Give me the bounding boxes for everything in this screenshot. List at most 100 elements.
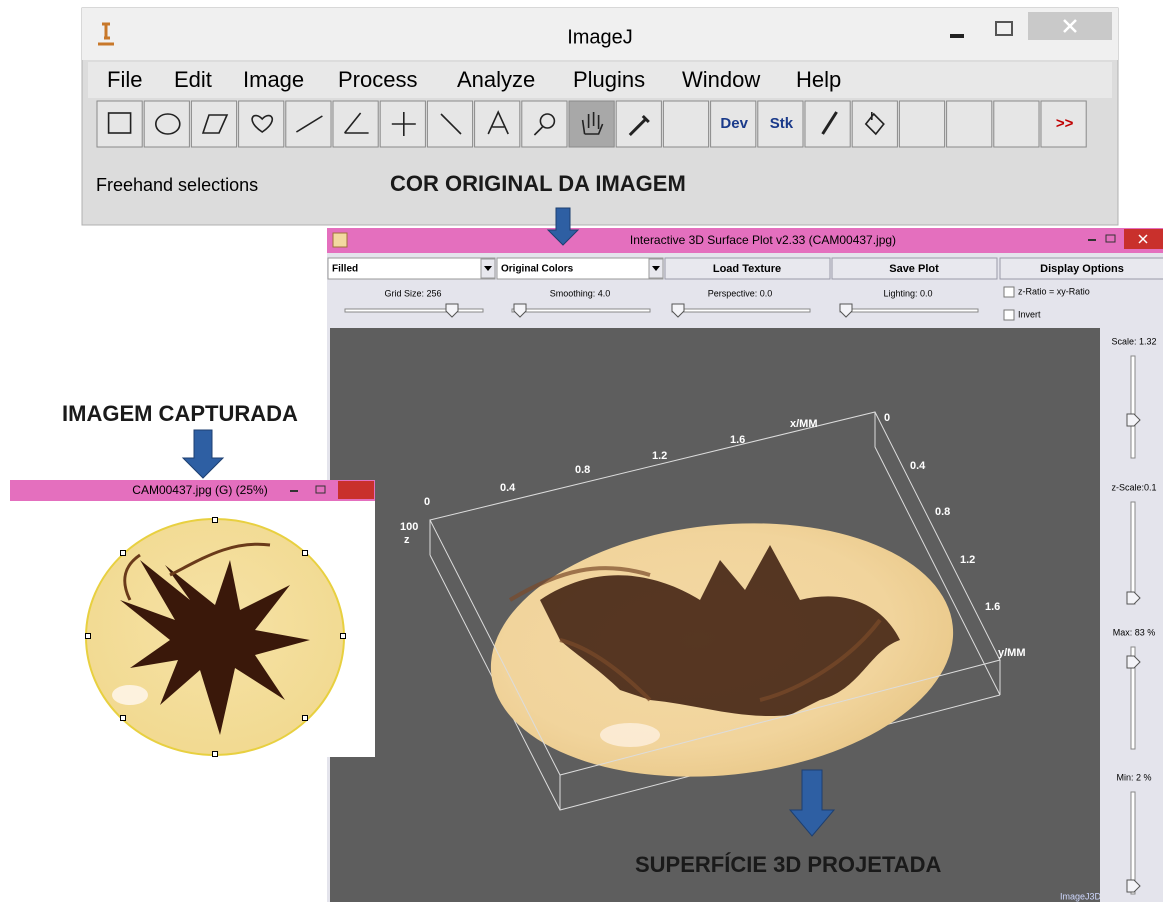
surface-relief [540, 545, 900, 717]
minimize-button[interactable] [290, 490, 298, 492]
tool-button[interactable] [946, 100, 993, 148]
y-tick-label: 0.4 [910, 460, 926, 472]
slider-track [1130, 355, 1136, 459]
tool-button[interactable] [851, 100, 898, 148]
tool-button[interactable] [143, 100, 190, 148]
title-bar [10, 480, 375, 501]
imagej-window: ImageJ File Edit Image Process Analyze Plugin… [81, 7, 1119, 226]
x-tick-label: 1.6 [730, 434, 745, 446]
selection-handle[interactable] [212, 751, 218, 757]
selection-handle[interactable] [85, 633, 91, 639]
toolbar: Dev Stk >> [96, 100, 1087, 148]
slider-label: Grid Size: 256 [384, 288, 441, 298]
menu-item[interactable]: Analyze [457, 67, 535, 92]
menu-item[interactable]: Image [243, 67, 304, 92]
tool-button[interactable] [238, 100, 285, 148]
slider-thumb[interactable] [839, 303, 853, 318]
slider-thumb[interactable] [1126, 413, 1141, 427]
tool-label: Dev [720, 115, 748, 132]
surface-plot-window: Interactive 3D Surface Plot v2.33 (CAM00… [327, 228, 1163, 902]
close-button[interactable] [338, 481, 374, 499]
tool-button[interactable] [474, 100, 521, 148]
slider-thumb[interactable] [1126, 655, 1141, 669]
tool-button[interactable] [426, 100, 474, 148]
minimize-button[interactable] [1088, 239, 1096, 241]
menu-item[interactable]: Edit [174, 67, 212, 92]
arrow [546, 207, 580, 246]
selection-handle[interactable] [120, 550, 126, 556]
button-row: Load Texture Save Plot Display Options [664, 257, 1163, 280]
checkbox-label: Invert [1018, 309, 1041, 319]
maximize-button[interactable] [1105, 234, 1116, 243]
checkbox[interactable] [1003, 309, 1015, 321]
tool-button[interactable] [332, 100, 379, 148]
button-label: Display Options [1040, 263, 1124, 275]
slider-track [839, 308, 979, 313]
minimize-button[interactable] [950, 34, 964, 38]
menu-item[interactable]: File [107, 67, 142, 92]
selection-handle[interactable] [302, 715, 308, 721]
tool-button[interactable] [96, 100, 143, 148]
maximize-button[interactable] [315, 485, 326, 494]
tool-icon [251, 114, 274, 133]
close-icon [1138, 234, 1148, 244]
menu-item[interactable]: Help [796, 67, 841, 92]
tool-icon [821, 111, 838, 135]
y-axis-label: y/MM [998, 647, 1026, 659]
x-tick-label: 0 [424, 496, 430, 508]
slider-label: z-Scale:0.1 [1111, 482, 1156, 492]
slider-thumb[interactable] [445, 303, 459, 318]
tool-button[interactable] [710, 100, 757, 148]
menu-item[interactable]: Process [338, 67, 417, 92]
slider-label: Smoothing: 4.0 [550, 288, 611, 298]
slider-label: Lighting: 0.0 [883, 288, 932, 298]
tool-button[interactable] [190, 100, 238, 148]
image-blob [120, 560, 310, 735]
slider-thumb[interactable] [1126, 591, 1141, 605]
button[interactable] [831, 257, 998, 280]
z-tick-label: 100 [400, 521, 418, 533]
maximize-button[interactable] [995, 21, 1013, 36]
tool-icon [533, 113, 556, 136]
checkbox[interactable] [1003, 286, 1015, 298]
button[interactable] [999, 257, 1163, 280]
tool-button[interactable] [568, 100, 615, 148]
slider-track [1130, 501, 1136, 605]
button[interactable] [664, 257, 831, 280]
title-bar [327, 228, 1163, 253]
menu-item[interactable]: Plugins [573, 67, 645, 92]
arrow [181, 429, 225, 479]
tool-button[interactable] [285, 100, 332, 148]
annotation: SUPERFÍCIE 3D PROJETADA [635, 852, 942, 877]
selection-handle[interactable] [340, 633, 346, 639]
x-axis-label: x/MM [790, 418, 818, 430]
selection-handle[interactable] [120, 715, 126, 721]
checkbox-label: z-Ratio = xy-Ratio [1018, 286, 1090, 296]
tool-button[interactable] [993, 100, 1040, 148]
tool-icon [391, 112, 416, 136]
tool-icon [628, 114, 650, 137]
slider-thumb[interactable] [513, 303, 527, 318]
annotation: IMAGEM CAPTURADA [62, 401, 298, 426]
tool-button[interactable] [1040, 100, 1087, 148]
menu-item[interactable]: Window [682, 67, 760, 92]
window-title: Interactive 3D Surface Plot v2.33 (CAM00… [630, 233, 896, 247]
image-branches [123, 542, 271, 601]
slider-thumb[interactable] [671, 303, 685, 318]
x-tick-label: 0.8 [575, 464, 590, 476]
tool-icon [581, 112, 604, 135]
surface-ridges [508, 566, 882, 702]
tool-button[interactable] [521, 100, 568, 148]
selection-handle[interactable] [302, 550, 308, 556]
tool-icon [201, 114, 229, 134]
tool-button[interactable] [757, 100, 804, 148]
x-tick-label: 1.2 [652, 450, 667, 462]
tool-button[interactable] [898, 100, 946, 148]
slider-thumb[interactable] [1126, 879, 1141, 893]
tool-button[interactable] [662, 100, 710, 148]
tool-icon [107, 112, 132, 134]
slider-track [511, 308, 651, 313]
status-text: Freehand selections [96, 175, 258, 195]
selection-handle[interactable] [212, 517, 218, 523]
